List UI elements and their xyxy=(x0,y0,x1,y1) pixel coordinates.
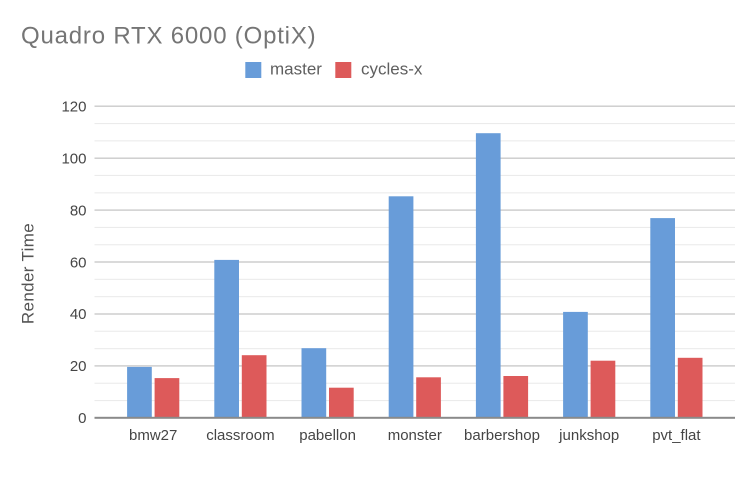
svg-text:pabellon: pabellon xyxy=(299,427,356,444)
svg-text:20: 20 xyxy=(70,358,87,375)
svg-text:0: 0 xyxy=(78,410,86,427)
svg-text:classroom: classroom xyxy=(206,427,274,444)
svg-text:junkshop: junkshop xyxy=(558,427,619,444)
svg-text:master: master xyxy=(270,60,322,79)
svg-text:80: 80 xyxy=(70,202,87,219)
svg-text:cycles-x: cycles-x xyxy=(361,60,423,79)
svg-text:bmw27: bmw27 xyxy=(129,427,177,444)
svg-text:monster: monster xyxy=(388,427,442,444)
svg-text:Render Time: Render Time xyxy=(19,223,38,324)
svg-text:Quadro RTX 6000 (OptiX): Quadro RTX 6000 (OptiX) xyxy=(21,23,316,50)
svg-text:60: 60 xyxy=(70,254,87,271)
svg-text:barbershop: barbershop xyxy=(464,427,540,444)
svg-text:40: 40 xyxy=(70,306,87,323)
svg-text:120: 120 xyxy=(61,99,86,116)
svg-text:pvt_flat: pvt_flat xyxy=(652,427,701,444)
svg-text:100: 100 xyxy=(61,150,86,167)
